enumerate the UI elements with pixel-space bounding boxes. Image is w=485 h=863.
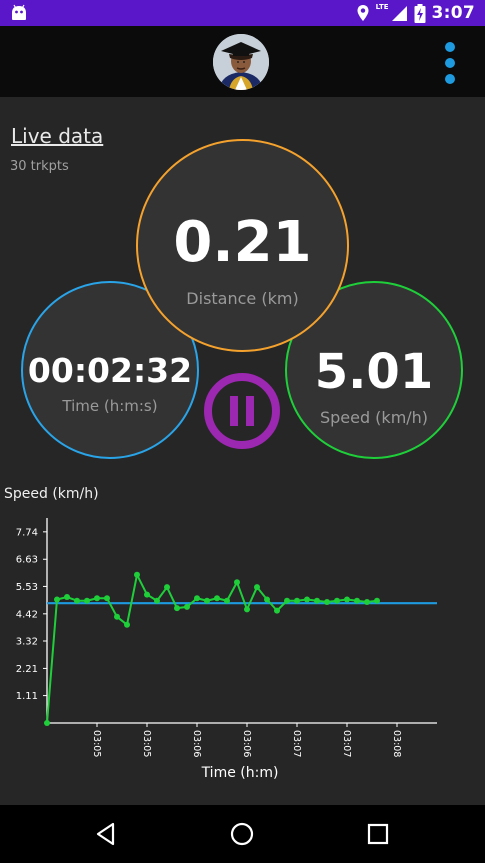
speed-data-point <box>144 591 150 598</box>
status-bar: LTE 3:07 <box>0 0 485 26</box>
x-tick-label: 03:07 <box>291 730 302 757</box>
speed-data-point <box>94 595 100 602</box>
y-tick-label: 1.11 <box>16 691 38 702</box>
x-axis-label: Time (h:m) <box>201 765 279 781</box>
x-tick-label: 03:07 <box>341 730 352 757</box>
y-tick-label: 6.63 <box>16 555 38 566</box>
battery-charging-icon <box>414 3 426 23</box>
speed-data-point <box>124 621 130 628</box>
chart-title: Speed (km/h) <box>4 486 99 502</box>
x-tick-label: 03:05 <box>141 730 152 757</box>
speed-data-point <box>154 597 160 604</box>
speed-data-point <box>274 607 280 614</box>
x-tick-label: 03:06 <box>241 730 252 757</box>
speed-data-point <box>224 597 230 604</box>
network-label: LTE <box>375 3 389 11</box>
app-bar <box>0 26 485 97</box>
speed-data-point <box>44 720 50 726</box>
avatar[interactable] <box>213 34 269 90</box>
speed-data-point <box>254 584 260 591</box>
speed-data-point <box>74 597 80 604</box>
distance-label: Distance (km) <box>186 289 299 308</box>
home-icon[interactable] <box>229 821 255 847</box>
speed-data-point <box>134 571 140 578</box>
back-icon[interactable] <box>93 821 119 847</box>
trkpts-count: 30 trkpts <box>10 159 69 174</box>
speed-data-point <box>304 596 310 603</box>
speed-data-point <box>104 595 110 602</box>
navigation-bar <box>0 805 485 863</box>
speed-label: Speed (km/h) <box>319 408 429 427</box>
pause-button[interactable] <box>203 372 281 450</box>
speed-data-point <box>294 597 300 604</box>
y-tick-label: 7.74 <box>16 527 38 538</box>
status-time: 3:07 <box>431 3 475 23</box>
speed-data-point <box>234 579 240 586</box>
signal-icon <box>391 5 407 21</box>
speed-data-point <box>194 595 200 602</box>
speed-data-point <box>264 596 270 603</box>
speed-data-point <box>114 613 120 620</box>
speed-series-line <box>46 573 378 724</box>
android-debug-icon <box>12 4 26 20</box>
y-tick-label: 4.42 <box>16 609 38 620</box>
overflow-menu-icon[interactable] <box>440 42 460 84</box>
speed-data-point <box>204 597 210 604</box>
speed-data-point <box>214 595 220 602</box>
x-tick-label: 03:08 <box>391 730 402 757</box>
speed-chart: 1.11 2.21 3.32 4.42 5.53 6.63 7.74 03:05 03:05 03… <box>16 518 437 781</box>
x-tick-label: 03:06 <box>191 730 202 757</box>
speed-data-point <box>54 596 60 603</box>
speed-data-point <box>174 605 180 612</box>
speed-data-point <box>284 597 290 604</box>
speed-data-point <box>164 584 170 591</box>
speed-value: 5.01 <box>314 344 434 400</box>
speed-data-point <box>244 606 250 613</box>
speed-data-point <box>324 598 330 605</box>
speed-data-point <box>354 597 360 604</box>
speed-data-point <box>314 597 320 604</box>
speed-data-point <box>84 597 90 604</box>
profile-photo-icon <box>213 34 269 90</box>
y-tick-label: 2.21 <box>16 664 38 675</box>
distance-value: 0.21 <box>173 210 312 275</box>
speed-data-point <box>184 603 190 610</box>
location-icon <box>357 5 369 21</box>
speed-data-point <box>374 597 380 604</box>
recents-icon[interactable] <box>365 821 391 847</box>
distance-metric-circle: 0.21 Distance (km) <box>136 139 349 352</box>
live-data-title[interactable]: Live data <box>11 124 104 148</box>
y-tick-label: 3.32 <box>16 637 38 648</box>
speed-data-point <box>364 598 370 605</box>
x-tick-label: 03:05 <box>91 730 102 757</box>
time-label: Time (h:m:s) <box>62 397 158 415</box>
speed-data-point <box>344 596 350 603</box>
pause-icon <box>230 396 254 426</box>
speed-data-point <box>334 597 340 604</box>
speed-data-point <box>64 594 70 601</box>
y-tick-label: 5.53 <box>16 582 38 593</box>
time-value: 00:02:32 <box>27 351 193 390</box>
